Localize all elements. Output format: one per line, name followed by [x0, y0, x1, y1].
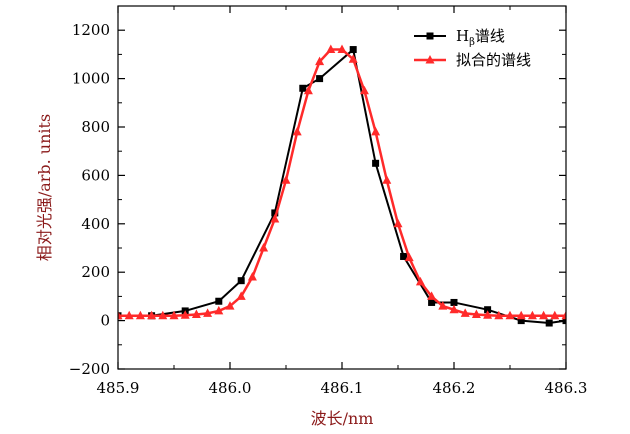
data-point-fit	[303, 85, 313, 95]
data-point-fit	[550, 310, 560, 320]
data-point-fit	[281, 175, 291, 184]
x-axis-title: 波长/nm	[311, 409, 374, 428]
data-point-fit	[516, 310, 526, 320]
y-axis-title: 相对光强/arb. units	[35, 114, 54, 261]
data-point-fit	[292, 126, 302, 136]
data-point-fit	[147, 310, 157, 320]
legend-label-hbeta: Hβ谱线	[456, 27, 505, 48]
legend-marker-fit	[425, 55, 435, 64]
data-point-fit	[494, 310, 504, 320]
data-point-fit	[505, 310, 515, 320]
series-line-hbeta	[118, 47, 566, 325]
data-point-fit	[158, 310, 168, 320]
data-point-fit	[326, 44, 336, 54]
data-point-fit	[118, 310, 123, 320]
series-line-fit	[118, 48, 566, 318]
data-point-hbeta	[428, 298, 436, 306]
data-point-fit	[203, 308, 213, 317]
data-point-fit	[348, 54, 358, 63]
data-point-fit	[527, 310, 537, 320]
x-tick-label: 486.2	[433, 379, 476, 397]
legend-marker-hbeta	[426, 32, 434, 40]
legend-label-fit: 拟合的谱线	[456, 51, 531, 69]
x-tick-label: 486.3	[545, 379, 588, 397]
data-point-fit	[135, 310, 145, 320]
data-point-hbeta	[400, 252, 408, 260]
y-tick-label: 200	[81, 263, 110, 281]
data-point-fit	[438, 301, 448, 310]
data-point-fit	[460, 308, 470, 317]
data-point-fit	[180, 310, 190, 319]
data-point-hbeta	[517, 317, 525, 325]
data-point-fit	[191, 309, 201, 319]
data-point-fit	[169, 310, 179, 320]
data-point-fit	[539, 310, 549, 320]
series-group	[118, 44, 566, 327]
x-tick-label: 486.0	[209, 379, 252, 397]
data-point-fit	[236, 291, 246, 300]
x-tick-label: 485.9	[97, 379, 140, 397]
data-point-fit	[247, 272, 257, 281]
data-point-fit	[393, 218, 403, 228]
y-tick-label: 600	[81, 166, 110, 184]
y-tick-label: −200	[69, 360, 110, 378]
y-tick-label: 400	[81, 215, 110, 233]
data-point-hbeta	[545, 319, 553, 327]
data-point-fit	[315, 56, 325, 66]
legend: Hβ谱线 拟合的谱线	[414, 27, 531, 69]
data-point-hbeta	[299, 84, 307, 92]
x-tick-label: 486.1	[321, 379, 364, 397]
data-point-fit	[259, 243, 269, 252]
data-point-fit	[415, 276, 425, 286]
data-point-hbeta	[484, 306, 492, 314]
y-tick-label: 1200	[72, 21, 110, 39]
data-point-fit	[404, 252, 414, 262]
data-point-fit	[471, 309, 481, 319]
data-point-fit	[561, 310, 566, 320]
data-point-hbeta	[316, 75, 324, 83]
data-point-fit	[124, 310, 134, 320]
data-point-fit	[337, 44, 347, 54]
data-point-hbeta	[215, 297, 223, 305]
data-point-hbeta	[450, 298, 458, 306]
data-point-fit	[427, 291, 437, 300]
data-point-hbeta	[349, 46, 357, 54]
data-point-fit	[382, 175, 392, 184]
data-point-fit	[270, 213, 280, 223]
data-point-hbeta	[271, 209, 279, 217]
data-point-fit	[225, 301, 235, 310]
y-tick-label: 1000	[72, 70, 110, 88]
y-tick-label: 0	[100, 312, 110, 330]
data-point-fit	[449, 304, 459, 314]
data-point-fit	[371, 126, 381, 136]
y-tick-label: 800	[81, 118, 110, 136]
data-point-hbeta	[372, 159, 380, 167]
data-point-fit	[483, 310, 493, 319]
data-point-hbeta	[237, 277, 245, 285]
data-point-fit	[359, 85, 369, 95]
data-point-fit	[214, 305, 224, 315]
